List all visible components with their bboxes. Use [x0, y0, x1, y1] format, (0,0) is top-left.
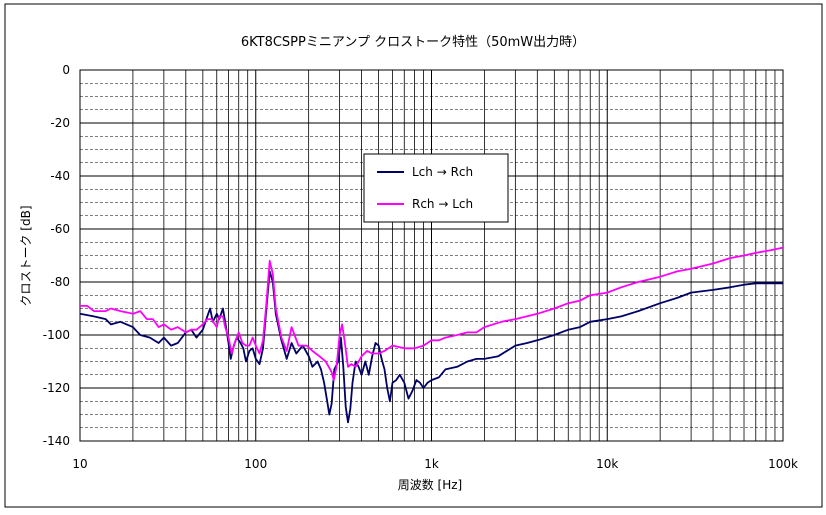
series-line-rch-to-lch	[80, 246, 784, 381]
x-tick-label: 100	[244, 457, 267, 471]
x-axis-label: 周波数 [Hz]	[398, 477, 463, 492]
x-tick-label: 10	[72, 457, 87, 471]
legend-label: Rch → Lch	[412, 197, 473, 211]
series-lines	[79, 246, 784, 424]
y-axis-label: クロストーク [dB]	[19, 205, 33, 306]
grid-lines	[79, 69, 784, 442]
y-tick-label: -20	[50, 116, 70, 130]
y-tick-label: -80	[50, 275, 70, 289]
y-tick-label: -120	[43, 381, 70, 395]
y-tick-label: -40	[50, 169, 70, 183]
chart-title: 6KT8CSPPミニアンプ クロストーク特性（50mW出力時）	[241, 35, 585, 50]
y-tick-label: 0	[62, 63, 70, 77]
legend-box	[363, 153, 509, 223]
y-tick-label: -100	[43, 328, 70, 342]
legend: Lch → Rch Rch → Lch	[363, 153, 509, 223]
x-tick-label: 10k	[596, 457, 618, 471]
legend-label: Lch → Rch	[412, 165, 473, 179]
y-tick-label: -140	[43, 434, 70, 448]
x-tick-label: 1k	[424, 457, 439, 471]
x-tick-label: 100k	[768, 457, 798, 471]
y-tick-label: -60	[50, 222, 70, 236]
